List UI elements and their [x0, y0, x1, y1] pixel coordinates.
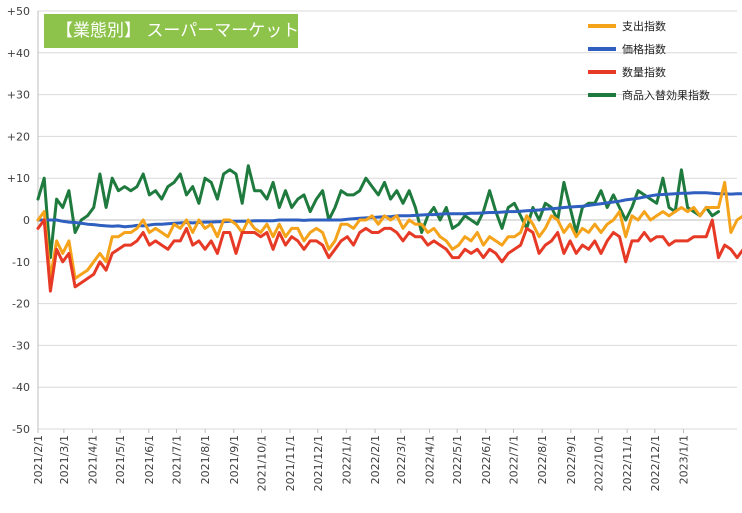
legend-label-price: 価格指数: [622, 42, 666, 56]
x-tick-label: 2022/2/1: [369, 435, 382, 484]
series-line-3: [36, 164, 720, 260]
y-axis-tick-labels: +50 +40 +30 +20 +10 0 -10 -20 -30 -40 -50: [7, 5, 30, 436]
x-tick-label: 2022/1/1: [340, 435, 353, 484]
legend-label-quantity: 数量指数: [622, 65, 666, 79]
x-tick-label: 2021/2/1: [32, 435, 45, 484]
series-line-0: [36, 180, 742, 280]
x-tick-label: 2022/6/1: [480, 435, 493, 484]
x-tick-label: 2022/7/1: [508, 435, 521, 484]
x-tick-label: 2021/12/1: [312, 435, 325, 491]
x-tick-label: 2022/9/1: [565, 435, 578, 484]
x-tick-label: 2022/10/1: [592, 435, 605, 491]
x-axis-tick-labels: 2021/2/1 2021/3/1 2021/4/1 2021/5/1 2021/6/1…: [32, 429, 690, 491]
legend-swatch-price: [588, 46, 616, 51]
x-tick-label: 2022/12/1: [649, 435, 662, 491]
x-tick-label: 2021/9/1: [228, 435, 241, 484]
legend-swatch-quantity: [588, 69, 616, 74]
x-tick-label: 2021/8/1: [199, 435, 212, 484]
x-tick-label: 2021/5/1: [114, 435, 127, 484]
legend: 支出指数 価格指数 数量指数 商品入替効果指数: [588, 14, 738, 106]
y-tick-label: -40: [12, 381, 30, 394]
y-tick-label: +10: [7, 172, 30, 185]
series-lines: [36, 164, 742, 293]
legend-swatch-replacement: [588, 92, 616, 97]
y-tick-label: +50: [7, 5, 30, 18]
series-line-2: [36, 218, 742, 293]
legend-swatch-spending: [588, 23, 616, 28]
x-tick-label: 2022/8/1: [536, 435, 549, 484]
x-tick-label: 2021/10/1: [255, 435, 268, 491]
legend-item-price: 価格指数: [588, 37, 738, 60]
x-tick-label: 2021/3/1: [58, 435, 71, 484]
legend-label-spending: 支出指数: [622, 19, 666, 33]
x-tick-label: 2021/6/1: [143, 435, 156, 484]
x-tick-label: 2022/4/1: [424, 435, 437, 484]
legend-label-replacement: 商品入替効果指数: [622, 88, 710, 102]
x-tick-label: 2023/1/1: [677, 435, 690, 484]
chart-title: 【業態別】 スーパーマーケット: [44, 14, 299, 48]
x-tick-label: 2021/11/1: [284, 435, 297, 491]
y-tick-label: -50: [12, 423, 30, 436]
x-tick-label: 2021/4/1: [86, 435, 99, 484]
y-tick-label: +20: [7, 130, 30, 143]
gridlines: [37, 10, 737, 430]
y-tick-label: 0: [23, 214, 30, 227]
y-tick-label: -30: [12, 339, 30, 352]
y-tick-label: -10: [12, 256, 30, 269]
x-tick-label: 2022/11/1: [621, 435, 634, 491]
y-tick-label: -20: [12, 298, 30, 311]
legend-item-quantity: 数量指数: [588, 60, 738, 83]
y-tick-label: +40: [7, 47, 30, 60]
y-tick-label: +30: [7, 89, 30, 102]
x-tick-label: 2022/5/1: [451, 435, 464, 484]
x-tick-label: 2022/3/1: [395, 435, 408, 484]
legend-item-spending: 支出指数: [588, 14, 738, 37]
x-tick-label: 2021/7/1: [171, 435, 184, 484]
legend-item-replacement: 商品入替効果指数: [588, 83, 738, 106]
